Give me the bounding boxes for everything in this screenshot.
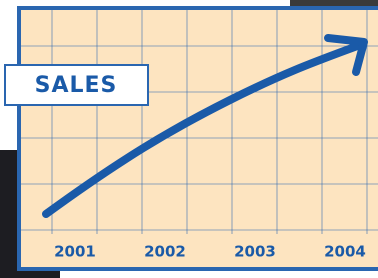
chart-title: SALES: [35, 73, 118, 98]
chart: SALES 2001 2002 2003 2004: [0, 0, 378, 278]
x-tick-label: 2004: [324, 243, 366, 261]
x-tick-label: 2001: [54, 243, 96, 261]
x-tick-label: 2002: [144, 243, 186, 261]
page: {"chart_data": {"type": "line", "title":…: [0, 0, 378, 278]
x-tick-label: 2003: [234, 243, 276, 261]
